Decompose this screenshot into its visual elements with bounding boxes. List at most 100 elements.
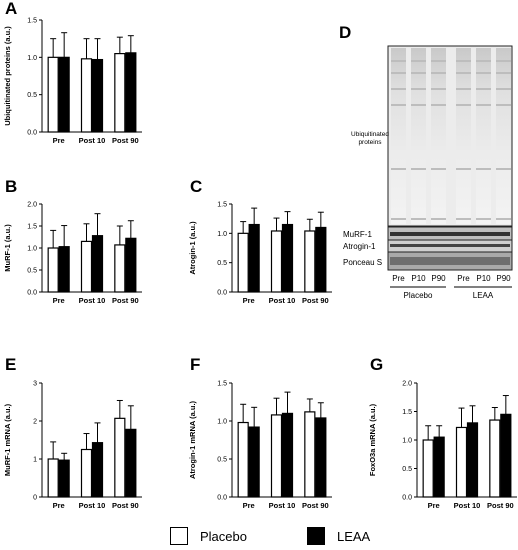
lane-label: Pre — [392, 274, 405, 283]
lane-labels: Pre P10 P90 Pre P10 P90 — [392, 274, 511, 283]
bar-placebo — [237, 232, 249, 293]
bar-leaa — [466, 422, 479, 498]
blot-band — [476, 60, 491, 62]
blot-band — [431, 168, 446, 170]
blot-band — [496, 72, 511, 74]
x-tick-label: Post 90 — [112, 296, 139, 305]
figure-canvas: A 0.0 0.5 1.0 1.5 Ubiquitinated proteins (a.u… — [3, 0, 517, 510]
bar-leaa — [58, 459, 70, 498]
legend-item-leaa: LEAA — [306, 527, 370, 545]
y-tick-label: 1.0 — [27, 55, 37, 62]
x-tick-label: Pre — [53, 501, 65, 510]
y-tick-label: 1.0 — [402, 438, 412, 445]
blot-lane — [431, 48, 446, 224]
blot-band — [456, 60, 471, 62]
blot-band — [456, 88, 471, 90]
group-label-leaa: LEAA — [473, 291, 494, 300]
x-tick-label: Post 10 — [79, 136, 106, 145]
y-tick-label: 1 — [33, 457, 37, 464]
bar-placebo — [114, 244, 126, 293]
bar-placebo — [489, 419, 501, 498]
legend-label-placebo: Placebo — [200, 528, 247, 544]
blot-band — [431, 88, 446, 90]
bar-leaa — [58, 56, 70, 133]
y-tick-label: 0.0 — [402, 495, 412, 502]
blot-band — [431, 60, 446, 62]
x-tick-label: Post 90 — [112, 136, 139, 145]
x-tick-label: Post 10 — [454, 501, 481, 510]
blot-band — [431, 104, 446, 106]
ponceau-band — [390, 257, 510, 265]
bar-placebo — [47, 247, 59, 293]
lane-label: P90 — [431, 274, 446, 283]
blot-band — [411, 104, 426, 106]
lane-label: P10 — [476, 274, 491, 283]
bar-placebo — [47, 458, 59, 498]
y-tick-label: 1.0 — [27, 246, 37, 253]
blot-band — [411, 72, 426, 74]
x-tick-label: Post 90 — [302, 296, 329, 305]
blot-band — [431, 72, 446, 74]
chart-e: E 0 1 2 3 MuRF-1 mRNA (a.u.) Pre Post 10 Post 90 — [3, 355, 142, 510]
blot-band — [431, 218, 446, 220]
legend-swatch-placebo — [170, 527, 188, 545]
blot-band — [476, 218, 491, 220]
y-tick-label: 2.0 — [402, 381, 412, 388]
bar-leaa — [500, 413, 512, 498]
bar-placebo — [270, 414, 283, 498]
bar-leaa — [248, 223, 260, 293]
bar-leaa — [91, 442, 104, 498]
bar-placebo — [114, 417, 126, 498]
legend-swatch-leaa — [306, 527, 325, 545]
panel-letter: G — [370, 355, 383, 374]
y-axis-label: MuRF-1 mRNA (a.u.) — [3, 403, 12, 476]
blot-label-murf1: MuRF-1 — [343, 230, 372, 239]
bar-placebo — [237, 421, 249, 498]
x-tick-label: Pre — [53, 296, 65, 305]
blot-lane — [476, 48, 491, 224]
blot-band — [391, 72, 406, 74]
blot-lanes — [391, 48, 511, 224]
panel-letter: F — [190, 355, 200, 374]
blot-band — [391, 88, 406, 90]
x-tick-label: Pre — [243, 501, 255, 510]
bar-leaa — [315, 417, 327, 498]
y-tick-label: 1.5 — [27, 224, 37, 231]
y-axis-label: MuRF-1 (a.u.) — [3, 224, 12, 272]
y-tick-label: 0.0 — [27, 130, 37, 137]
bar-placebo — [304, 230, 316, 293]
blot-band — [476, 72, 491, 74]
blot-band — [456, 104, 471, 106]
blot-band — [476, 104, 491, 106]
blot-lane — [496, 48, 511, 224]
blot-lane — [391, 48, 406, 224]
blot-band — [411, 168, 426, 170]
bar-leaa — [433, 436, 445, 498]
bar-leaa — [91, 235, 104, 293]
x-tick-label: Pre — [53, 136, 65, 145]
blot-band — [411, 88, 426, 90]
x-tick-label: Post 10 — [269, 501, 296, 510]
panel-letter: A — [5, 0, 17, 18]
panel-letter: C — [190, 177, 202, 196]
y-tick-label: 0.5 — [402, 466, 412, 473]
blot-band — [496, 218, 511, 220]
y-tick-label: 1.5 — [217, 202, 227, 209]
blot-band — [496, 104, 511, 106]
bar-placebo — [422, 439, 434, 498]
x-tick-label: Post 90 — [112, 501, 139, 510]
y-tick-label: 3 — [33, 381, 37, 388]
charts-layer: A 0.0 0.5 1.0 1.5 Ubiquitinated proteins (a.u… — [3, 0, 517, 510]
blot-band — [411, 60, 426, 62]
bar-leaa — [281, 412, 294, 498]
y-tick-label: 0.5 — [217, 260, 227, 267]
blot-band — [456, 218, 471, 220]
blot-band — [391, 218, 406, 220]
blot-band — [391, 60, 406, 62]
bar-leaa — [248, 426, 260, 498]
bar-placebo — [47, 56, 59, 133]
blot-band — [496, 88, 511, 90]
bar-placebo — [455, 426, 468, 498]
chart-b: B 0.0 0.5 1.0 1.5 2.0 MuRF-1 (a.u.) Pre Post 10 P… — [3, 177, 142, 305]
blot-lane — [411, 48, 426, 224]
